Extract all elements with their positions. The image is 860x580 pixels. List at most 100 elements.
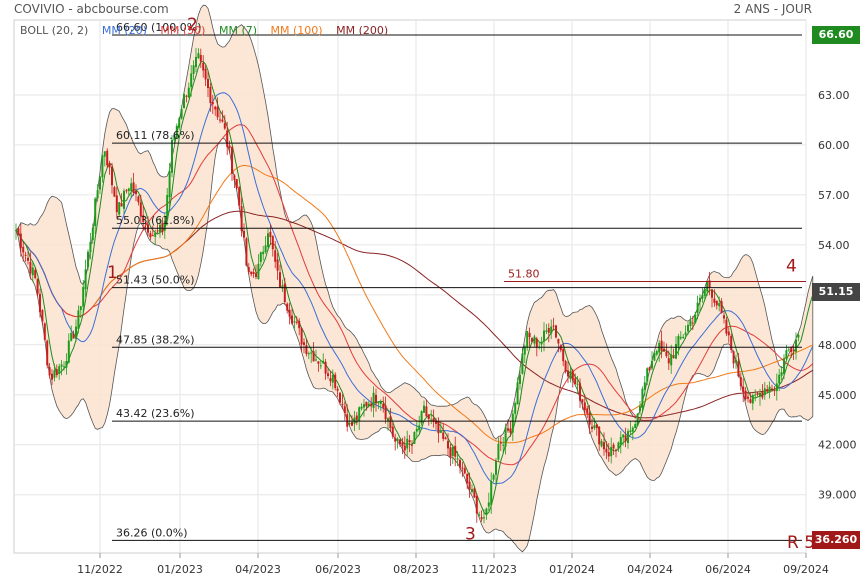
candle-body (72, 333, 75, 339)
candle-body (387, 418, 389, 422)
candle-body (329, 378, 332, 382)
candle-body (154, 232, 157, 237)
candle-body (694, 314, 697, 324)
candle-body (399, 439, 401, 445)
candle-body (288, 309, 291, 317)
candle-body (790, 347, 793, 353)
candle-body (535, 338, 538, 348)
candle-body (262, 251, 265, 255)
candle-body (339, 392, 341, 403)
candle-body (761, 391, 764, 398)
candle-body (636, 413, 639, 426)
candle-body (797, 334, 800, 338)
candle-body (185, 95, 188, 97)
candle-body (430, 419, 433, 421)
candle-body (744, 390, 747, 400)
candle-body (365, 401, 368, 407)
candle-body (127, 188, 130, 192)
x-tick-label: 04/2023 (235, 563, 281, 576)
x-axis: 11/2022 01/2023 04/2023 06/2023 08/2023 11/20… (77, 553, 829, 576)
candle-body (418, 425, 421, 431)
x-tick-label: 06/2023 (315, 563, 361, 576)
candle-body (17, 228, 20, 236)
candle-body (279, 272, 281, 288)
candle-body (617, 442, 620, 449)
candle-body (34, 270, 37, 279)
candle-body (22, 246, 25, 253)
candle-body (195, 56, 197, 68)
candle-body (103, 151, 106, 157)
y-tick-label: 48.000 (818, 339, 857, 352)
candle-body (598, 426, 601, 445)
candle-body (689, 320, 692, 326)
candle-body (291, 315, 293, 324)
candle-body (394, 437, 397, 442)
candle-body (708, 280, 711, 288)
candle-body (58, 366, 61, 374)
candle-body (389, 416, 392, 429)
candle-body (216, 107, 219, 118)
candle-body (137, 196, 140, 203)
candle-body (67, 340, 70, 363)
candle-body (653, 353, 656, 361)
candle-body (576, 383, 579, 385)
candle-body (115, 195, 118, 213)
candle-body (46, 340, 49, 366)
candle-body (250, 271, 253, 275)
legend-mm100: MM (100) (270, 24, 323, 37)
candle-body (269, 231, 272, 238)
candle-body (396, 438, 399, 442)
candle-body (420, 411, 423, 424)
candle-body (682, 336, 685, 338)
candle-body (175, 125, 178, 137)
candle-body (523, 346, 526, 355)
candle-body (514, 403, 517, 414)
x-tick-label: 11/2023 (471, 563, 517, 576)
candle-body (24, 254, 27, 256)
candle-body (94, 198, 97, 227)
candle-body (543, 330, 545, 342)
candle-body (471, 488, 473, 492)
candle-body (742, 386, 745, 393)
candle-body (295, 321, 298, 323)
candle-body (444, 437, 447, 440)
candle-body (197, 53, 200, 59)
candle-body (106, 150, 109, 166)
candle-body (363, 404, 365, 408)
candle-body (497, 443, 500, 460)
candle-body (226, 130, 229, 147)
candle-body (483, 517, 485, 519)
candle-body (79, 306, 82, 311)
candle-body (166, 194, 169, 220)
candle-body (39, 293, 41, 313)
candle-body (612, 444, 615, 449)
candle-body (139, 202, 142, 217)
candle-body (161, 223, 164, 233)
candle-body (672, 356, 675, 358)
candle-body (670, 354, 673, 366)
candle-body (463, 468, 466, 474)
candle-body (591, 426, 593, 429)
candle-body (351, 421, 353, 426)
candle-body (667, 358, 670, 364)
candle-body (82, 286, 85, 307)
candle-body (286, 303, 289, 311)
candle-body (348, 422, 351, 425)
y-tick-label: 57.00 (818, 189, 850, 202)
candle-body (622, 434, 625, 438)
candle-body (675, 344, 677, 359)
candle-body (238, 187, 241, 206)
ma200-line (15, 210, 814, 419)
wave-label: 3 (465, 525, 476, 545)
candle-body (624, 435, 627, 442)
candle-body (639, 406, 641, 412)
candle-body (391, 426, 394, 437)
candle-body (372, 392, 375, 408)
candle-body (732, 351, 735, 364)
candle-body (312, 351, 315, 362)
candle-body (715, 300, 718, 306)
candle-body (89, 241, 92, 253)
candle-body (300, 328, 303, 345)
candle-body (509, 428, 512, 433)
